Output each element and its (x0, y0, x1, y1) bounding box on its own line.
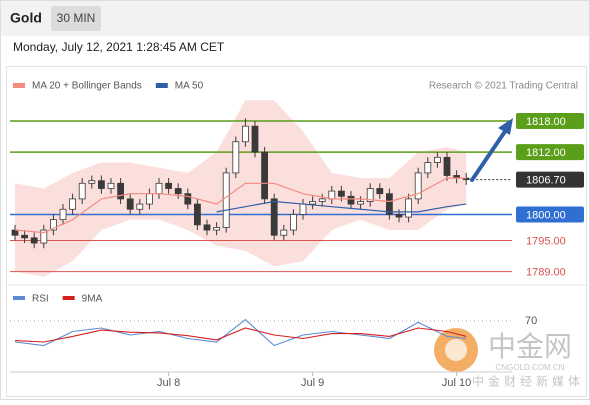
candle-body (174, 188, 182, 195)
level-label-box (516, 171, 584, 188)
panel-border (6, 66, 587, 397)
candle-body (318, 198, 326, 202)
level-label: 1812.00 (526, 147, 566, 159)
candle-body (232, 141, 240, 174)
candle-body (69, 198, 76, 210)
x-tick-label: Jul 10 (442, 377, 471, 389)
candle-body (433, 156, 441, 163)
plot-layer: MA 20 + Bollinger Bands MA 50 1818.00 1812.… (10, 81, 584, 389)
candle-body (126, 198, 134, 210)
candle-body (40, 229, 48, 244)
watermark-tagline: 中金财经新媒体 (472, 374, 584, 389)
candle-body (357, 201, 365, 205)
candle-body (261, 151, 269, 200)
legend-swatch (13, 296, 25, 300)
candle-body (289, 214, 297, 231)
arrow-shaft (470, 128, 508, 182)
x-tick-label: Jul 8 (157, 377, 180, 389)
candle-body (50, 219, 57, 231)
legend-label: MA 20 + Bollinger Bands (32, 81, 142, 92)
candle-body (222, 172, 230, 228)
candle-body (424, 162, 432, 174)
candle-body (203, 224, 211, 231)
watermark-logo-inner (445, 339, 467, 361)
legend-swatch (155, 83, 168, 88)
candle-body (88, 180, 96, 184)
interval-box[interactable] (51, 6, 101, 31)
candle-body (78, 182, 86, 200)
watermark-brand: 中金网 (488, 330, 572, 363)
level-label: 1800.00 (526, 209, 566, 221)
candle-body (337, 190, 345, 197)
candle-body (193, 203, 201, 226)
candle-body (136, 203, 144, 210)
arrow-head (498, 118, 513, 135)
x-tick-label: Jul 9 (301, 377, 324, 389)
candle-body (30, 237, 38, 244)
candle-body (251, 125, 259, 153)
level-label: 1806.70 (526, 175, 566, 187)
candle-body (213, 227, 221, 231)
level-label-box (516, 206, 584, 223)
legend-label: RSI (32, 294, 49, 305)
ma-line (14, 177, 467, 234)
candle-body (117, 182, 124, 200)
candle-body (280, 229, 288, 236)
candle-body (376, 188, 384, 195)
candle-body (107, 182, 115, 189)
candle-body (347, 195, 355, 205)
candle-body (59, 208, 67, 221)
legend-label: 9MA (82, 294, 103, 305)
candle-body (98, 180, 105, 189)
candle-body (21, 234, 29, 239)
candle-body (184, 193, 192, 205)
bollinger-band (15, 100, 467, 277)
level-label-box (516, 112, 584, 129)
level-label-box (516, 144, 584, 161)
candle-body (414, 172, 422, 200)
candle-body (405, 198, 413, 218)
legend-swatch (13, 83, 25, 88)
legend-swatch (62, 296, 75, 300)
watermark-site: CNGOLD.COM.CN (496, 363, 565, 372)
symbol: Gold (10, 10, 42, 26)
level-label: 1795.00 (526, 235, 566, 247)
candle-body (299, 203, 307, 215)
source: Research © 2021 Trading Central (429, 81, 578, 92)
y-tick-label: 70 (525, 315, 537, 327)
candle-body (165, 182, 173, 189)
ma-line (216, 200, 467, 213)
candle-body (270, 198, 278, 236)
candle-body (395, 214, 403, 218)
candle-body (241, 125, 249, 143)
watermark: 中金网 CNGOLD.COM.CN 中金财经新媒体 (434, 328, 584, 389)
level-label: 1789.00 (526, 267, 566, 279)
series-line (14, 318, 467, 347)
candle-body (443, 156, 451, 176)
level-label: 1818.00 (526, 116, 566, 128)
candle-body (155, 182, 163, 195)
series-line (14, 327, 467, 343)
legend-label: MA 50 (175, 81, 204, 92)
timestamp: Monday, July 12, 2021 1:28:45 AM CET (13, 40, 225, 54)
candle-body (366, 188, 374, 202)
interval[interactable]: 30 MIN (57, 11, 96, 25)
candle-body (309, 201, 317, 205)
candle-body (385, 193, 393, 215)
candle-body (145, 193, 153, 205)
forecast-arrow (470, 118, 513, 182)
candle-body (328, 190, 336, 200)
